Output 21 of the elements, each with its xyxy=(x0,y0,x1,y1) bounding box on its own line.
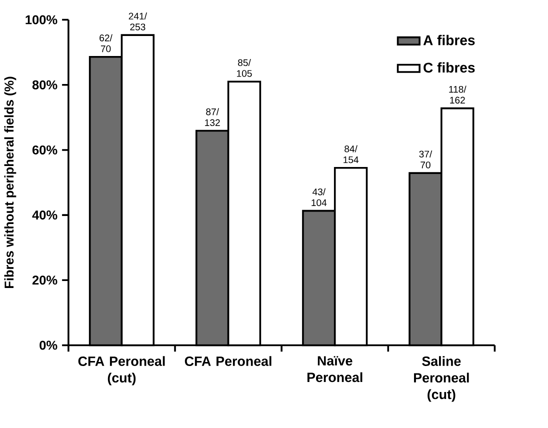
data-label: 85/ 105 xyxy=(236,59,252,78)
y-axis-title: Fibres without peripheral fields (%) xyxy=(4,76,16,288)
y-tick-label: 100% xyxy=(26,15,58,25)
data-label: 241/ 253 xyxy=(128,12,147,31)
data-label: 118/ 162 xyxy=(449,86,466,104)
x-tick-label: Saline Peroneal (cut) xyxy=(414,356,469,402)
legend-label: C fibres xyxy=(424,62,475,73)
x-tick-label: CFA Peroneal (cut) xyxy=(78,356,165,386)
y-tick-label: 80% xyxy=(32,80,58,90)
legend-label: A fibres xyxy=(423,35,475,46)
y-tick-label: 0% xyxy=(40,340,58,350)
data-label: 87/ 132 xyxy=(205,108,220,126)
x-tick-label: CFA Peroneal xyxy=(184,356,272,366)
data-label: 84/ 154 xyxy=(344,145,359,164)
data-label: 37/ 70 xyxy=(419,150,432,169)
x-tick-label: Naïve Peroneal xyxy=(307,356,362,382)
y-tick-label: 40% xyxy=(32,210,58,220)
y-tick-label: 20% xyxy=(32,276,58,285)
data-label: 62/ 70 xyxy=(100,34,112,52)
y-tick-label: 60% xyxy=(32,146,58,155)
data-label: 43/ 104 xyxy=(312,188,327,206)
